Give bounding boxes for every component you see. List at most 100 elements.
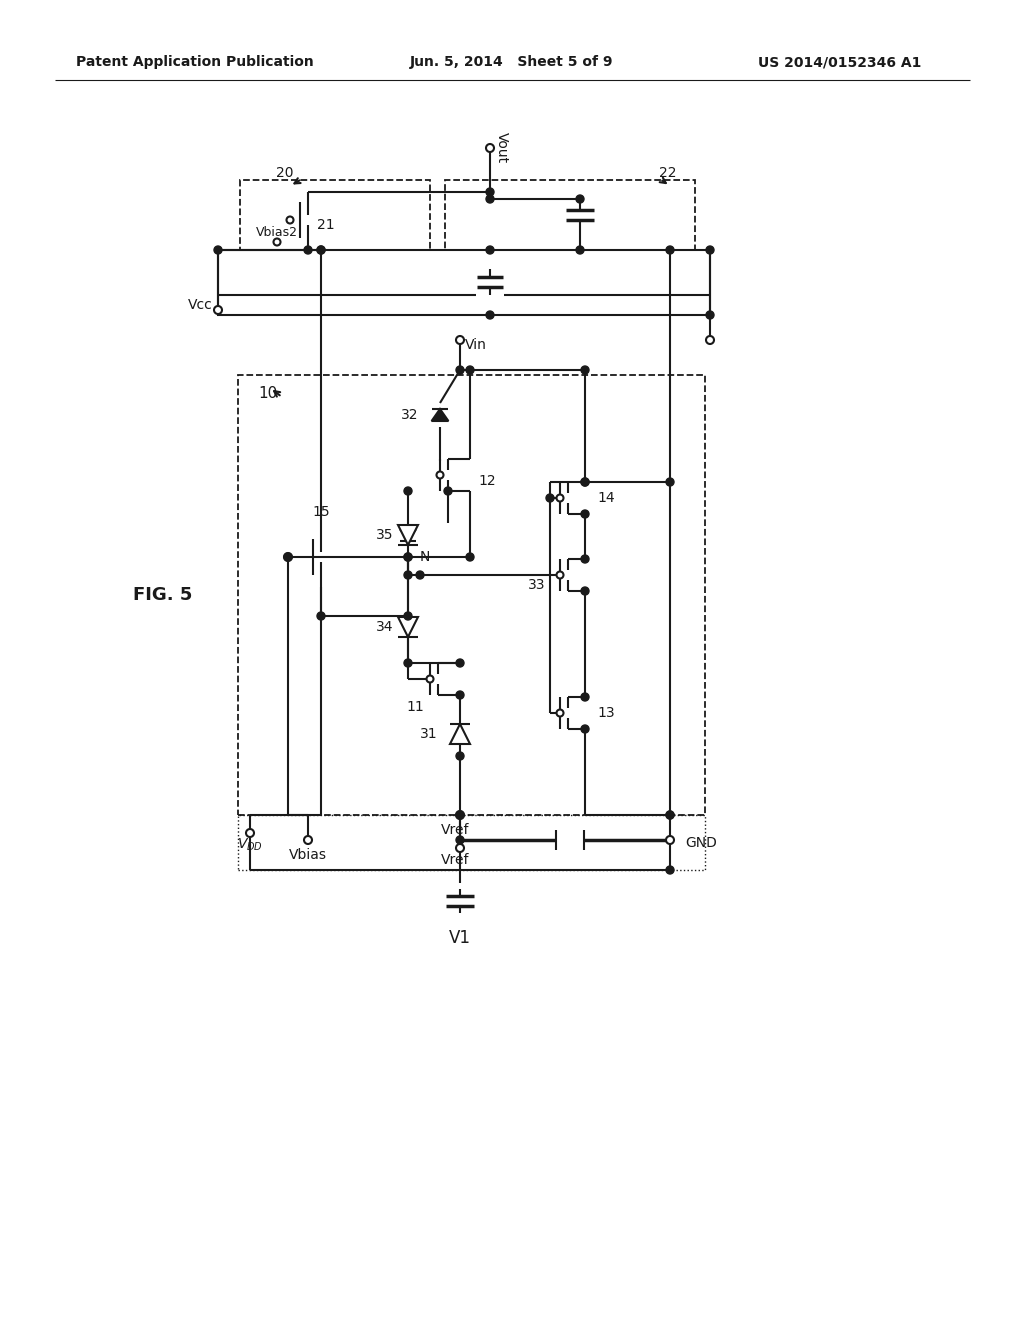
Circle shape	[427, 676, 433, 682]
Circle shape	[416, 572, 424, 579]
Circle shape	[246, 829, 254, 837]
Bar	[240, 180, 430, 249]
Text: Vin: Vin	[465, 338, 486, 352]
Circle shape	[556, 572, 563, 578]
Circle shape	[404, 659, 412, 667]
Circle shape	[546, 494, 554, 502]
Polygon shape	[450, 723, 470, 744]
Circle shape	[214, 246, 222, 253]
Circle shape	[287, 216, 294, 223]
Circle shape	[581, 510, 589, 517]
Text: 21: 21	[317, 218, 335, 232]
Text: 34: 34	[376, 620, 393, 634]
Text: 15: 15	[312, 506, 330, 519]
Text: 11: 11	[407, 700, 424, 714]
Circle shape	[466, 366, 474, 374]
Circle shape	[706, 246, 714, 253]
Circle shape	[581, 587, 589, 595]
Text: 35: 35	[376, 528, 393, 543]
Text: US 2014/0152346 A1: US 2014/0152346 A1	[759, 55, 922, 69]
Polygon shape	[398, 525, 418, 545]
Circle shape	[404, 553, 412, 561]
Text: 32: 32	[400, 408, 418, 422]
Text: 13: 13	[597, 706, 614, 719]
Circle shape	[575, 195, 584, 203]
Circle shape	[456, 659, 464, 667]
Text: V1: V1	[449, 929, 471, 946]
Bar	[238, 814, 705, 870]
Circle shape	[581, 725, 589, 733]
Circle shape	[556, 710, 563, 717]
Circle shape	[456, 337, 464, 345]
Bar	[238, 375, 705, 814]
Circle shape	[706, 312, 714, 319]
Text: Patent Application Publication: Patent Application Publication	[76, 55, 314, 69]
Text: 31: 31	[421, 727, 438, 741]
Circle shape	[581, 693, 589, 701]
Circle shape	[456, 810, 464, 818]
Circle shape	[466, 553, 474, 561]
Circle shape	[456, 366, 464, 374]
Polygon shape	[431, 409, 449, 421]
Circle shape	[273, 239, 281, 246]
Text: 20: 20	[276, 166, 294, 180]
Circle shape	[444, 487, 452, 495]
Circle shape	[666, 810, 674, 818]
Circle shape	[456, 690, 464, 700]
Circle shape	[317, 612, 325, 620]
Circle shape	[556, 495, 563, 502]
Circle shape	[404, 487, 412, 495]
Circle shape	[304, 246, 312, 253]
Circle shape	[486, 144, 494, 152]
Circle shape	[666, 810, 674, 818]
Circle shape	[666, 836, 674, 843]
Text: 33: 33	[527, 578, 545, 591]
Circle shape	[486, 195, 494, 203]
Circle shape	[304, 836, 312, 843]
Text: 12: 12	[478, 474, 496, 488]
Text: 10: 10	[258, 385, 278, 400]
Bar	[218, 249, 710, 315]
Circle shape	[581, 478, 589, 486]
Circle shape	[404, 612, 412, 620]
Text: Vbias2: Vbias2	[256, 226, 298, 239]
Circle shape	[486, 246, 494, 253]
Text: Vcc: Vcc	[188, 298, 213, 312]
Circle shape	[284, 553, 292, 561]
Polygon shape	[398, 616, 418, 638]
Text: Vref: Vref	[440, 822, 469, 837]
Circle shape	[581, 366, 589, 374]
Bar	[445, 180, 695, 249]
Circle shape	[706, 337, 714, 345]
Circle shape	[575, 246, 584, 253]
Circle shape	[214, 306, 222, 314]
Text: N: N	[420, 550, 430, 564]
Text: 22: 22	[659, 166, 677, 180]
Text: Jun. 5, 2014   Sheet 5 of 9: Jun. 5, 2014 Sheet 5 of 9	[411, 55, 613, 69]
Text: Vbias: Vbias	[289, 847, 327, 862]
Circle shape	[486, 312, 494, 319]
Circle shape	[666, 866, 674, 874]
Circle shape	[284, 553, 292, 561]
Text: Vout: Vout	[495, 132, 509, 164]
Circle shape	[581, 478, 589, 486]
Text: 14: 14	[597, 491, 614, 506]
Circle shape	[317, 246, 325, 253]
Circle shape	[456, 843, 464, 851]
Circle shape	[666, 478, 674, 486]
Text: $V_{DD}$: $V_{DD}$	[237, 837, 263, 853]
Circle shape	[404, 572, 412, 579]
Circle shape	[456, 836, 464, 843]
Circle shape	[486, 187, 494, 195]
Circle shape	[436, 471, 443, 479]
Text: GND: GND	[685, 836, 717, 850]
Circle shape	[404, 553, 412, 561]
Circle shape	[666, 246, 674, 253]
Circle shape	[581, 554, 589, 564]
Circle shape	[456, 810, 464, 818]
Circle shape	[317, 246, 325, 253]
Polygon shape	[400, 529, 416, 540]
Circle shape	[456, 752, 464, 760]
Text: FIG. 5: FIG. 5	[133, 586, 193, 605]
Text: Vref: Vref	[440, 853, 469, 867]
